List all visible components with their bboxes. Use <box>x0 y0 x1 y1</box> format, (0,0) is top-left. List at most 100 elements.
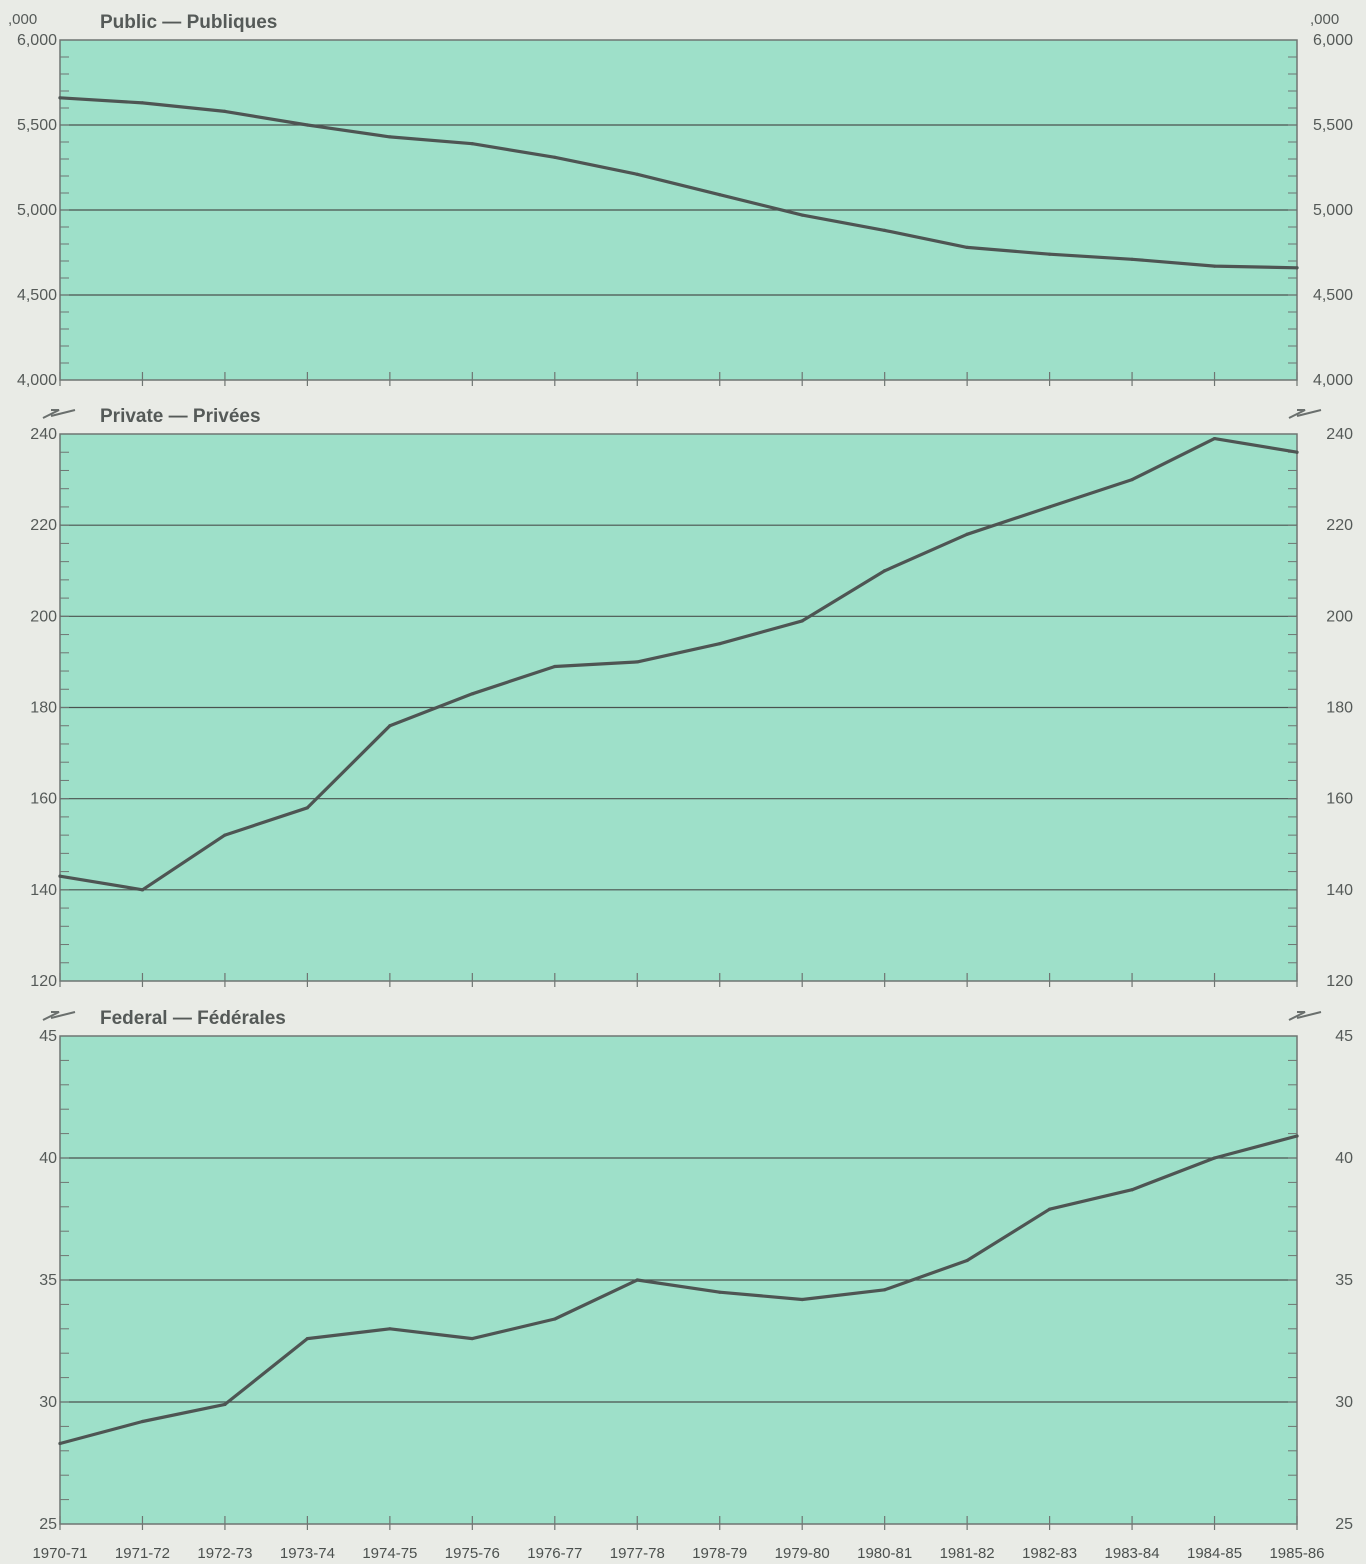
data-point <box>1295 1134 1299 1138</box>
data-point <box>140 888 145 892</box>
data-point <box>1295 450 1299 454</box>
x-category-label: 1974-75 <box>362 1545 417 1562</box>
scale-break-left <box>42 1011 76 1021</box>
y-tick-label-left: 140 <box>30 882 57 899</box>
y-tick-label-right: 120 <box>1326 973 1353 990</box>
data-point <box>965 245 969 249</box>
y-tick-label-right: 30 <box>1335 1394 1353 1411</box>
data-point <box>635 660 639 664</box>
x-category-label: 1985-86 <box>1269 1545 1324 1562</box>
y-tick-label-right: 6,000 <box>1313 32 1353 49</box>
data-point <box>718 193 722 197</box>
data-point <box>58 874 62 878</box>
data-point <box>1048 1207 1052 1211</box>
x-category-label: 1979-80 <box>775 1545 830 1562</box>
series-line <box>58 1134 1299 1446</box>
series-line <box>58 437 1299 892</box>
y-tick-label-left: 30 <box>39 1394 57 1411</box>
series-line <box>58 96 1299 270</box>
data-point <box>1212 436 1217 441</box>
data-point <box>883 569 887 573</box>
data-point <box>1130 257 1134 261</box>
y-tick-label-right: 45 <box>1335 1028 1353 1045</box>
data-point <box>388 1327 392 1331</box>
data-point <box>883 228 887 232</box>
y-tick-label-left: 45 <box>39 1028 57 1045</box>
y-tick-label-right: 4,000 <box>1313 372 1353 389</box>
unit-label-right: ,000 <box>1310 11 1339 28</box>
y-tick-label-right: 200 <box>1326 608 1353 625</box>
y-tick-label-left: 35 <box>39 1272 57 1289</box>
y-tick-label-right: 140 <box>1326 882 1353 899</box>
x-category-label: 1981-82 <box>940 1545 995 1562</box>
data-point <box>635 172 639 176</box>
x-category-label: 1978-79 <box>692 1545 747 1562</box>
data-point <box>1212 1156 1217 1160</box>
unit-label-left: ,000 <box>8 11 37 28</box>
data-point <box>305 806 309 810</box>
x-category-label: 1975-76 <box>445 1545 500 1562</box>
data-point <box>1048 252 1052 256</box>
data-point <box>305 123 309 127</box>
data-point <box>1048 505 1052 509</box>
x-category-label: 1977-78 <box>610 1545 665 1562</box>
data-point <box>1212 264 1217 268</box>
data-point <box>470 1336 474 1341</box>
panel-title: Private — Privées <box>100 406 261 427</box>
data-point <box>553 1317 557 1321</box>
y-tick-label-right: 5,000 <box>1313 202 1353 219</box>
data-point <box>800 619 804 623</box>
y-tick-label-left: 5,000 <box>17 202 57 219</box>
y-tick-label-left: 4,000 <box>17 372 57 389</box>
x-category-label: 1980-81 <box>857 1545 912 1562</box>
y-tick-label-right: 4,500 <box>1313 287 1353 304</box>
scale-break-right <box>1288 1011 1322 1021</box>
data-point <box>388 135 392 139</box>
data-point <box>635 1278 639 1282</box>
y-tick-label-left: 180 <box>30 700 57 717</box>
y-tick-label-left: 40 <box>39 1150 57 1167</box>
x-category-label: 1972-73 <box>197 1545 252 1562</box>
data-point <box>470 142 474 146</box>
y-tick-label-right: 40 <box>1335 1150 1353 1167</box>
data-point <box>58 96 62 100</box>
data-point <box>223 1402 227 1407</box>
y-tick-label-left: 120 <box>30 973 57 990</box>
y-tick-label-left: 5,500 <box>17 117 57 134</box>
panel-title: Federal — Fédérales <box>100 1008 286 1029</box>
data-point <box>223 109 227 113</box>
data-point <box>470 692 474 696</box>
y-tick-label-left: 4,500 <box>17 287 57 304</box>
y-tick-label-right: 5,500 <box>1313 117 1353 134</box>
x-category-label: 1983-84 <box>1105 1545 1160 1562</box>
x-category-label: 1982-83 <box>1022 1545 1077 1562</box>
data-point <box>800 213 804 217</box>
y-tick-label-left: 6,000 <box>17 32 57 49</box>
y-tick-label-left: 160 <box>30 791 57 808</box>
y-tick-label-right: 180 <box>1326 700 1353 717</box>
x-category-label: 1971-72 <box>115 1545 170 1562</box>
x-category-label: 1970-71 <box>32 1545 87 1562</box>
scale-break-right <box>1288 409 1322 419</box>
data-point <box>1295 266 1299 270</box>
data-point <box>965 1258 969 1263</box>
data-point <box>718 1290 722 1294</box>
x-category-label: 1973-74 <box>280 1545 335 1562</box>
x-category-label: 1976-77 <box>527 1545 582 1562</box>
data-point <box>553 664 557 669</box>
data-point <box>223 833 227 837</box>
data-point <box>883 1288 887 1292</box>
y-tick-label-left: 200 <box>30 608 57 625</box>
y-tick-label-right: 240 <box>1326 426 1353 443</box>
x-category-label: 1984-85 <box>1187 1545 1242 1562</box>
data-point <box>388 724 392 728</box>
y-tick-label-left: 220 <box>30 517 57 534</box>
data-point <box>140 1419 145 1424</box>
y-tick-label-right: 25 <box>1335 1516 1353 1533</box>
data-point <box>1130 477 1134 482</box>
y-tick-label-right: 220 <box>1326 517 1353 534</box>
data-point <box>553 155 557 159</box>
data-point <box>58 1441 62 1446</box>
y-tick-label-left: 25 <box>39 1516 57 1533</box>
